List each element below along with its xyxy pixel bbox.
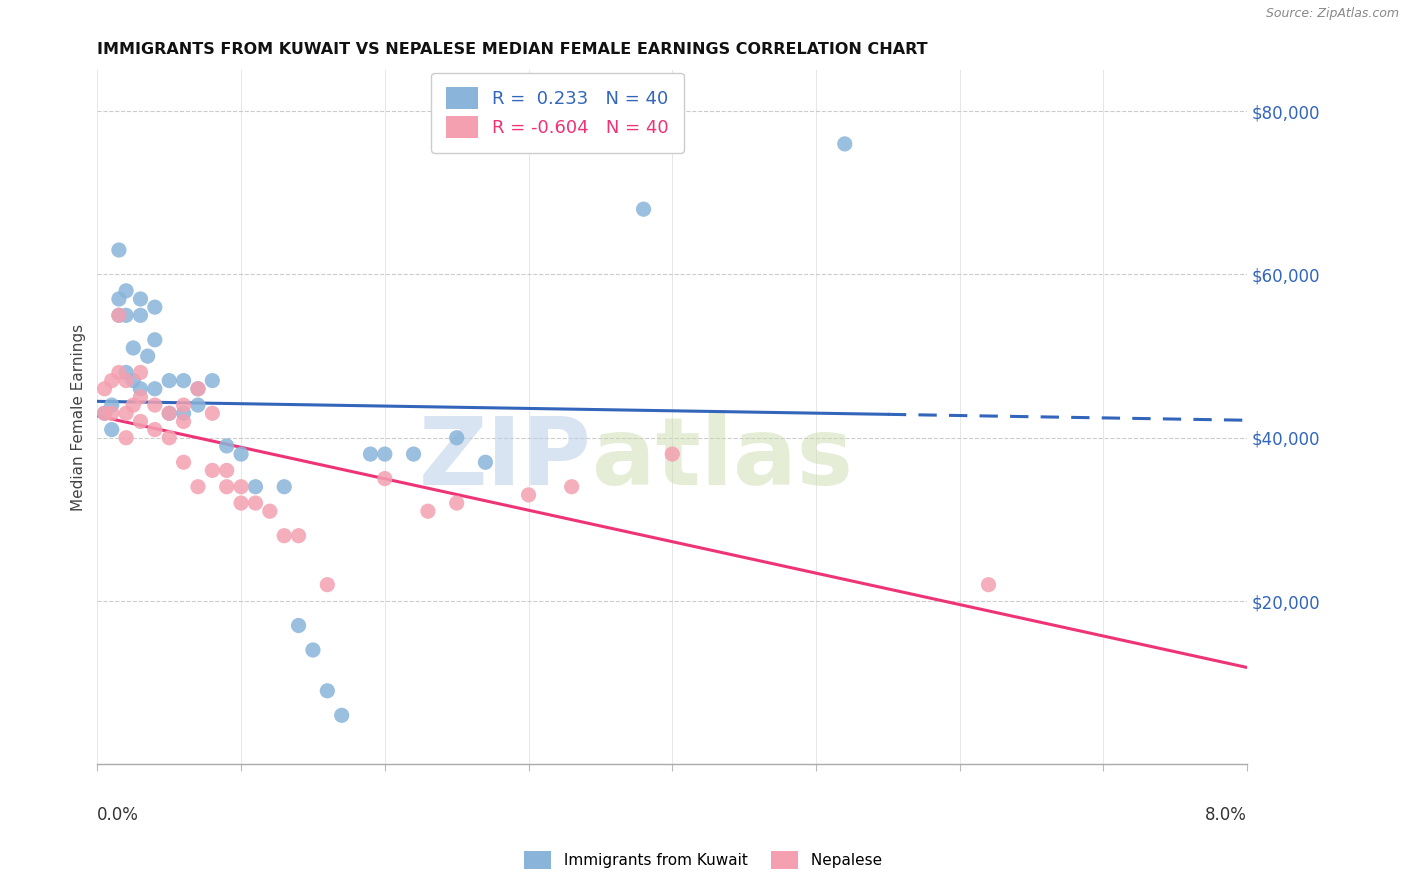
Point [122, 341, 145, 355]
Text: ZIP: ZIP [419, 413, 592, 505]
Point [173, 455, 195, 469]
Text: atlas: atlas [592, 413, 853, 505]
Point [108, 292, 131, 306]
Point [359, 447, 381, 461]
Point [273, 480, 295, 494]
Point [187, 480, 209, 494]
Point [402, 447, 425, 461]
Point [173, 406, 195, 420]
Point [157, 374, 180, 388]
Text: 8.0%: 8.0% [1205, 805, 1247, 824]
Point [122, 398, 145, 412]
Point [273, 529, 295, 543]
Point [173, 374, 195, 388]
Point [259, 504, 281, 518]
Point [100, 398, 122, 412]
Point [374, 472, 396, 486]
Point [302, 643, 325, 657]
Point [416, 504, 439, 518]
Point [108, 308, 131, 322]
Point [374, 447, 396, 461]
Text: 0.0%: 0.0% [97, 805, 139, 824]
Point [633, 202, 655, 217]
Point [143, 333, 166, 347]
Legend: R =  0.233   N = 40, R = -0.604   N = 40: R = 0.233 N = 40, R = -0.604 N = 40 [432, 72, 683, 153]
Point [157, 431, 180, 445]
Point [187, 382, 209, 396]
Y-axis label: Median Female Earnings: Median Female Earnings [72, 324, 86, 511]
Point [173, 398, 195, 412]
Point [129, 382, 152, 396]
Point [187, 382, 209, 396]
Point [100, 406, 122, 420]
Point [977, 577, 1000, 591]
Point [187, 398, 209, 412]
Point [287, 618, 309, 632]
Point [316, 577, 339, 591]
Point [229, 480, 252, 494]
Point [157, 406, 180, 420]
Point [157, 406, 180, 420]
Point [93, 382, 115, 396]
Point [129, 308, 152, 322]
Point [115, 366, 138, 380]
Point [446, 496, 468, 510]
Point [229, 496, 252, 510]
Point [108, 243, 131, 257]
Point [108, 366, 131, 380]
Point [215, 439, 238, 453]
Point [136, 349, 159, 363]
Point [330, 708, 353, 723]
Point [201, 463, 224, 477]
Point [115, 374, 138, 388]
Point [129, 292, 152, 306]
Point [474, 455, 496, 469]
Point [143, 300, 166, 314]
Point [517, 488, 540, 502]
Point [143, 382, 166, 396]
Point [316, 683, 339, 698]
Point [245, 496, 267, 510]
Point [129, 390, 152, 404]
Point [93, 406, 115, 420]
Text: Source: ZipAtlas.com: Source: ZipAtlas.com [1265, 7, 1399, 21]
Legend:  Immigrants from Kuwait,  Nepalese: Immigrants from Kuwait, Nepalese [517, 845, 889, 875]
Point [129, 366, 152, 380]
Point [100, 423, 122, 437]
Point [143, 398, 166, 412]
Point [201, 374, 224, 388]
Point [122, 374, 145, 388]
Point [93, 406, 115, 420]
Point [115, 284, 138, 298]
Point [215, 480, 238, 494]
Point [446, 431, 468, 445]
Point [245, 480, 267, 494]
Point [173, 414, 195, 428]
Point [129, 414, 152, 428]
Point [100, 374, 122, 388]
Point [201, 406, 224, 420]
Point [108, 308, 131, 322]
Point [834, 136, 856, 151]
Text: IMMIGRANTS FROM KUWAIT VS NEPALESE MEDIAN FEMALE EARNINGS CORRELATION CHART: IMMIGRANTS FROM KUWAIT VS NEPALESE MEDIA… [97, 42, 928, 57]
Point [143, 423, 166, 437]
Point [561, 480, 583, 494]
Point [661, 447, 683, 461]
Point [115, 406, 138, 420]
Point [215, 463, 238, 477]
Point [229, 447, 252, 461]
Point [115, 431, 138, 445]
Point [115, 308, 138, 322]
Point [287, 529, 309, 543]
